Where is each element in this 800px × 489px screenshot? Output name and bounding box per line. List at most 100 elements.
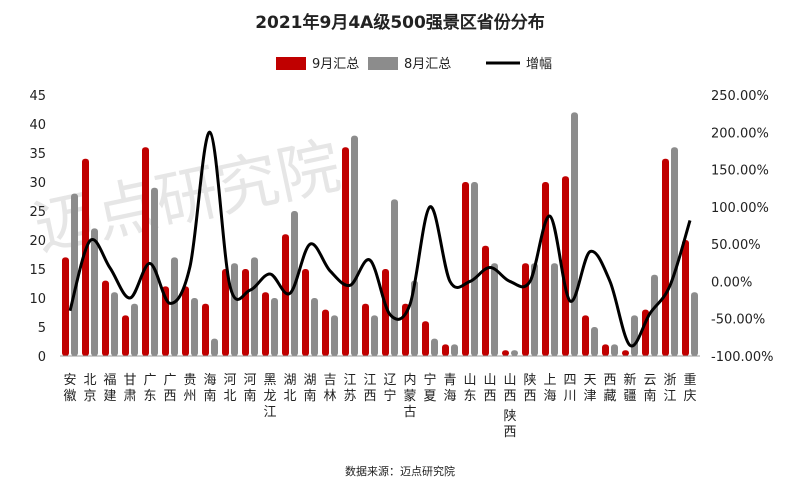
bar-sep — [342, 147, 349, 356]
y-right-tick-label: -100.00% — [711, 350, 774, 365]
bar-aug — [511, 350, 518, 356]
x-tick-label: 四川 — [563, 373, 576, 404]
bar-sep — [442, 344, 449, 356]
x-tick-label: 辽宁 — [383, 373, 396, 404]
bar-aug — [111, 292, 118, 356]
legend-label-growth: 增幅 — [526, 57, 552, 72]
bar-sep — [582, 315, 589, 356]
x-tick-label: 安徽 — [63, 373, 76, 404]
bar-aug — [471, 182, 478, 356]
x-tick-label: 上海 — [543, 373, 556, 404]
y-right-tick-label: 100.00% — [711, 201, 769, 216]
y-left-tick-label: 10 — [29, 292, 46, 307]
bar-aug — [191, 298, 198, 356]
bar-aug — [251, 257, 258, 356]
bar-sep — [622, 350, 629, 356]
source-note: 数据来源：迈点研究院 — [345, 464, 455, 478]
y-right-tick-label: 0.00% — [711, 275, 752, 290]
y-left-tick-label: 0 — [38, 350, 46, 365]
legend: 9月汇总 8月汇总 增幅 — [276, 57, 552, 72]
bar-aug — [331, 315, 338, 356]
bar-sep — [182, 286, 189, 356]
bar-sep — [422, 321, 429, 356]
x-tick-label: 黑龙江 — [263, 373, 276, 420]
x-tick-label: 河南 — [243, 373, 256, 404]
x-axis-labels: 安徽北京福建甘肃广东广西贵州海南河北河南黑龙江湖北湖南吉林江苏江西辽宁内蒙古宁夏… — [63, 372, 696, 440]
x-tick-label: 贵州 — [183, 373, 196, 404]
x-tick-label: 重庆 — [683, 372, 696, 404]
x-tick-label: 北京 — [83, 373, 96, 404]
legend-label-aug: 8月汇总 — [404, 57, 451, 72]
legend-label-sep: 9月汇总 — [312, 57, 359, 72]
x-tick-label: 青海 — [443, 373, 456, 404]
x-tick-label: 山西陕西 — [503, 373, 516, 440]
bars — [60, 112, 700, 356]
y-left-tick-label: 25 — [29, 205, 46, 220]
y-right-tick-label: 150.00% — [711, 164, 769, 179]
bar-aug — [391, 199, 398, 356]
legend-swatch-aug — [368, 57, 398, 70]
y-left-tick-label: 40 — [29, 118, 46, 133]
y-left-tick-label: 20 — [29, 234, 46, 249]
x-tick-label: 湖北 — [283, 373, 296, 404]
bar-aug — [231, 263, 238, 356]
bar-sep — [462, 182, 469, 356]
bar-aug — [271, 298, 278, 356]
bar-sep — [682, 240, 689, 356]
bar-aug — [131, 304, 138, 356]
bar-sep — [302, 269, 309, 356]
bar-sep — [142, 147, 149, 356]
x-tick-label: 内蒙古 — [403, 372, 416, 420]
bar-sep — [502, 350, 509, 356]
bar-aug — [551, 263, 558, 356]
bar-aug — [451, 344, 458, 356]
x-tick-label: 陕西 — [523, 373, 536, 404]
chart-title: 2021年9月4A级500强景区省份分布 — [255, 12, 545, 33]
x-tick-label: 广西 — [163, 373, 176, 404]
y-left-tick-label: 35 — [29, 147, 46, 162]
x-tick-label: 宁夏 — [423, 372, 436, 404]
bar-sep — [542, 182, 549, 356]
x-tick-label: 甘肃 — [123, 373, 136, 404]
y-right-tick-label: 250.00% — [711, 89, 769, 104]
bar-aug — [631, 315, 638, 356]
y-right-tick-label: -50.00% — [711, 313, 765, 328]
x-tick-label: 西藏 — [603, 373, 616, 404]
bar-sep — [102, 281, 109, 356]
bar-aug — [311, 298, 318, 356]
legend-swatch-sep — [276, 57, 306, 70]
y-left-tick-label: 30 — [29, 176, 46, 191]
y-right-tick-label: 200.00% — [711, 126, 769, 141]
bar-aug — [171, 257, 178, 356]
bar-sep — [122, 315, 129, 356]
x-tick-label: 海南 — [203, 373, 216, 404]
y-left-tick-label: 45 — [29, 89, 46, 104]
bar-sep — [482, 246, 489, 356]
x-tick-label: 广东 — [143, 373, 156, 404]
bar-aug — [491, 263, 498, 356]
bar-aug — [211, 339, 218, 356]
bar-aug — [651, 275, 658, 356]
x-tick-label: 吉林 — [323, 373, 336, 404]
bar-sep — [362, 304, 369, 356]
bar-aug — [71, 194, 78, 356]
x-tick-label: 山西 — [483, 373, 496, 404]
bar-sep — [602, 344, 609, 356]
x-tick-label: 福建 — [103, 373, 116, 404]
x-tick-label: 湖南 — [303, 373, 316, 404]
bar-aug — [591, 327, 598, 356]
y-left-tick-label: 5 — [38, 321, 46, 336]
bar-aug — [691, 292, 698, 356]
bar-aug — [611, 344, 618, 356]
x-tick-label: 天津 — [583, 373, 596, 404]
y-axis-right: -100.00%-50.00%0.00%50.00%100.00%150.00%… — [711, 89, 774, 365]
bar-sep — [322, 310, 329, 356]
y-left-tick-label: 15 — [29, 263, 46, 278]
bar-aug — [571, 112, 578, 356]
bar-aug — [91, 228, 98, 356]
x-tick-label: 江苏 — [343, 373, 356, 404]
bar-sep — [62, 257, 69, 356]
bar-aug — [351, 136, 358, 356]
bar-aug — [671, 147, 678, 356]
